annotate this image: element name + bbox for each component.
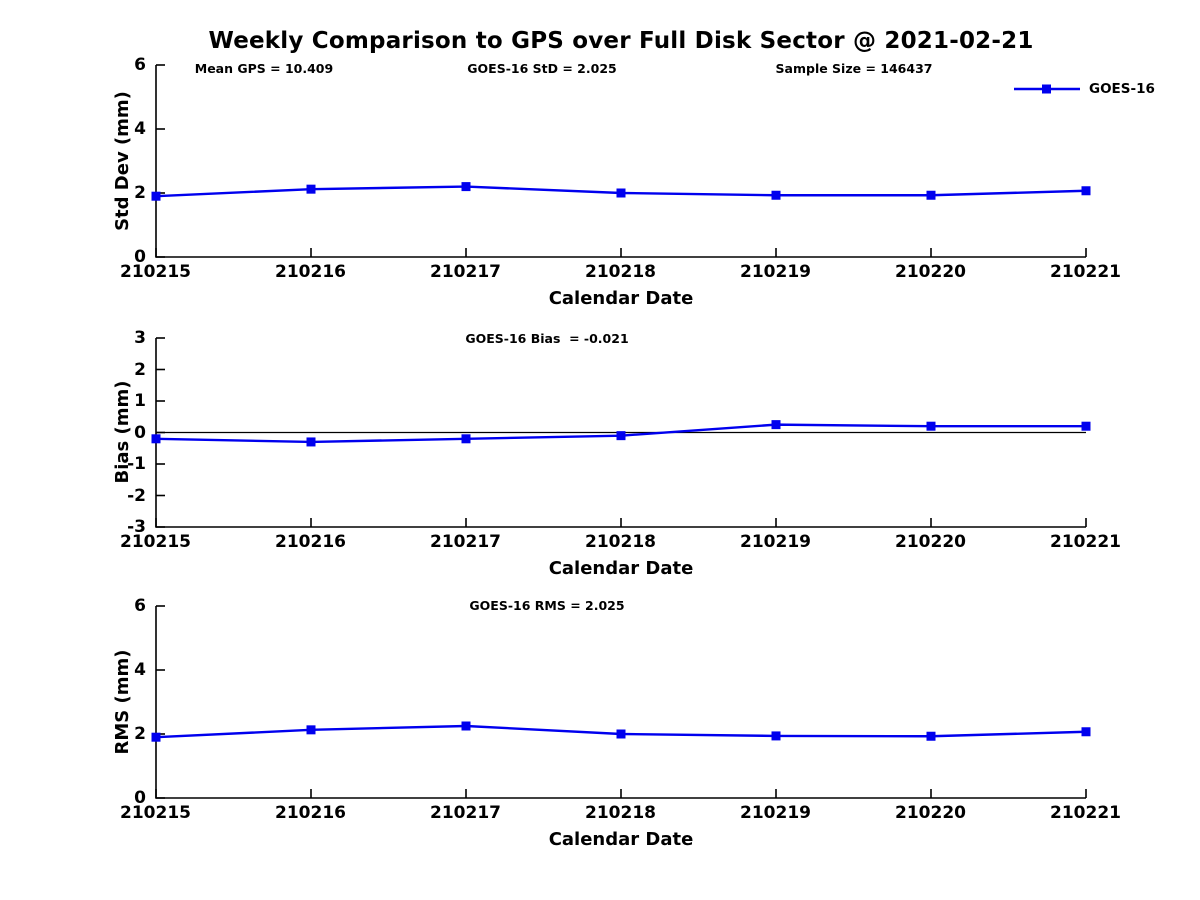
series-marker (616, 188, 626, 198)
series-marker (1081, 727, 1091, 737)
x-tick-label: 210218 (585, 803, 656, 823)
series-marker (926, 731, 936, 741)
axes-spines (155, 65, 1086, 258)
series-marker (461, 721, 471, 731)
x-tick-label: 210215 (120, 532, 191, 552)
series-marker (151, 434, 161, 444)
series-marker (616, 431, 626, 441)
x-tick-label: 210218 (585, 532, 656, 552)
x-tick-label: 210221 (1050, 803, 1121, 823)
series-marker (616, 729, 626, 739)
y-tick-label: 3 (134, 328, 146, 348)
x-tick-label: 210217 (430, 532, 501, 552)
x-tick-label: 210219 (740, 262, 811, 282)
annotation-mean-gps: Mean GPS = 10.409 (194, 61, 334, 76)
y-tick-label: -2 (127, 485, 146, 506)
annotation-goes16-std: GOES-16 StD = 2.025 (467, 61, 617, 76)
y-tick-label: 6 (134, 55, 146, 75)
x-tick-label: 210216 (275, 803, 346, 823)
x-tick-label: 210219 (740, 803, 811, 823)
series-marker (306, 184, 316, 194)
x-tick-label: 210217 (430, 803, 501, 823)
series-marker (151, 732, 161, 742)
subplot-bias (151, 337, 1091, 528)
series-marker (306, 725, 316, 735)
x-tick-label: 210216 (275, 262, 346, 282)
y-tick-label: 2 (134, 183, 146, 203)
y-tick-label: 2 (134, 359, 146, 380)
x-tick-label: 210220 (895, 262, 966, 282)
y-tick-label: -1 (127, 454, 146, 474)
legend-line-sample-icon (1014, 84, 1080, 94)
subplot-std-dev (151, 64, 1091, 258)
y-tick-label: 2 (134, 724, 146, 744)
x-tick-label: 210221 (1050, 262, 1121, 282)
x-axis-label-rms: Calendar Date (548, 829, 694, 850)
x-tick-labels-bias: 210215 210216 210217 210218 210219 21022… (78, 533, 1163, 551)
x-tick-label: 210215 (120, 262, 191, 282)
x-tick-label: 210221 (1050, 532, 1121, 552)
x-axis-label-std-dev: Calendar Date (548, 288, 694, 309)
series-marker (771, 190, 781, 200)
y-tick-label: 4 (134, 660, 146, 680)
x-tick-label: 210220 (895, 803, 966, 823)
y-tick-label: -3 (127, 517, 146, 537)
x-axis-label-bias: Calendar Date (548, 558, 694, 579)
y-tick-labels-std-dev: 6 4 2 0 (88, 56, 146, 266)
y-tick-label: 0 (134, 788, 146, 808)
series-marker (926, 421, 936, 431)
series-marker (926, 190, 936, 200)
series-marker (771, 420, 781, 430)
series-marker (306, 437, 316, 447)
x-tick-label: 210215 (120, 803, 191, 823)
legend: GOES-16 (1012, 81, 1155, 97)
y-tick-labels-rms: 6 4 2 0 (88, 597, 146, 807)
series-marker (461, 434, 471, 444)
y-tick-label: 6 (134, 596, 146, 616)
series-marker (1081, 421, 1091, 431)
series-marker (461, 182, 471, 192)
x-tick-label: 210219 (740, 532, 811, 552)
x-tick-labels-rms: 210215 210216 210217 210218 210219 21022… (78, 804, 1163, 822)
annotation-goes16-rms: GOES-16 RMS = 2.025 (469, 598, 625, 613)
subplot-rms (151, 605, 1091, 799)
axes-spines (155, 606, 1086, 799)
annotation-sample-size: Sample Size = 146437 (775, 61, 933, 76)
x-tick-label: 210220 (895, 532, 966, 552)
y-tick-label: 0 (134, 422, 146, 443)
x-tick-label: 210217 (430, 262, 501, 282)
annotation-goes16-bias: GOES-16 Bias = -0.021 (465, 331, 629, 346)
y-tick-label: 1 (134, 391, 146, 411)
x-tick-label: 210218 (585, 262, 656, 282)
series-marker (1081, 186, 1091, 196)
y-tick-label: 0 (134, 247, 146, 267)
x-tick-label: 210216 (275, 532, 346, 552)
chart-title: Weekly Comparison to GPS over Full Disk … (208, 28, 1034, 54)
legend-label: GOES-16 (1089, 81, 1155, 97)
x-tick-labels-std-dev: 210215 210216 210217 210218 210219 21022… (78, 263, 1163, 281)
y-tick-label: 4 (134, 119, 146, 139)
series-marker (771, 731, 781, 741)
series-marker (151, 191, 161, 201)
y-tick-labels-bias: 3 2 1 0 -1 -2 -3 (88, 329, 146, 536)
